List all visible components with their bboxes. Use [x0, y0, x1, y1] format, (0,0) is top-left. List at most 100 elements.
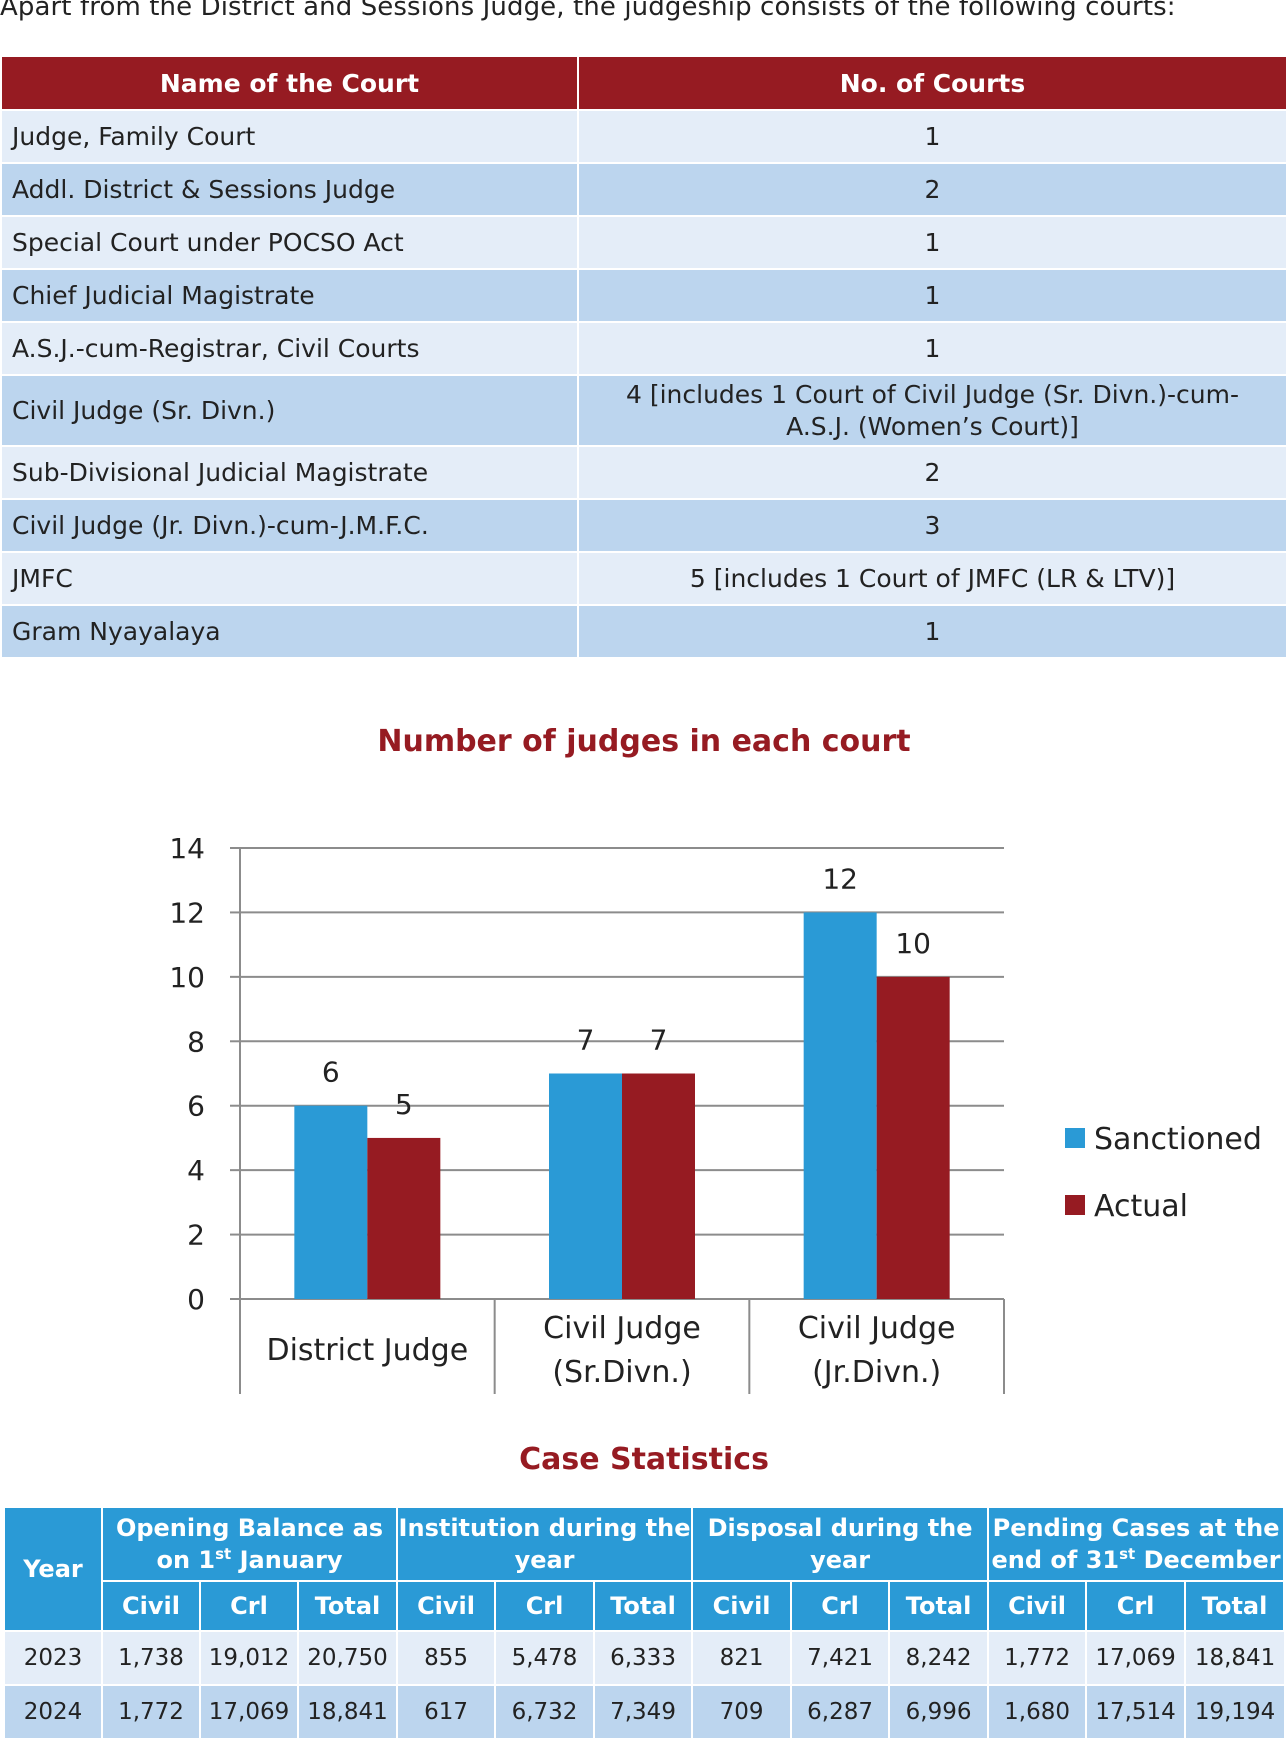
- group-header-line2-sup: st: [215, 1545, 232, 1563]
- category-label: Civil Judge: [543, 1311, 701, 1346]
- stat-cell: 19,194: [1184, 1684, 1285, 1738]
- group-header-line2: end of 31st December: [992, 1546, 1281, 1574]
- stats-subheader-row: Civil Crl Total Civil Crl Total Civil Cr…: [4, 1580, 1286, 1632]
- data-label: 10: [895, 927, 931, 960]
- court-name-header: Name of the Court: [2, 57, 579, 110]
- stat-cell: 1,772: [987, 1630, 1087, 1685]
- stat-cell: 6,996: [888, 1684, 989, 1738]
- group-header-line1: Opening Balance as: [115, 1514, 384, 1542]
- stat-cell: 6,287: [790, 1684, 890, 1738]
- court-name: Chief Judicial Magistrate: [2, 268, 579, 322]
- table-row: JMFC 5 [includes 1 Court of JMFC (LR & L…: [2, 551, 1286, 605]
- court-count-line1: 4 [includes 1 Court of Civil Judge (Sr. …: [625, 379, 1239, 409]
- bar-sanctioned: [294, 1105, 368, 1299]
- stat-cell: 18,841: [1184, 1630, 1285, 1685]
- court-name: Special Court under POCSO Act: [2, 215, 579, 269]
- court-name: Sub-Divisional Judicial Magistrate: [2, 445, 579, 499]
- group-header-line2: on 1st January: [156, 1546, 342, 1574]
- courts-header-row: Name of the Court No. of Courts: [2, 57, 1286, 110]
- court-name: Civil Judge (Sr. Divn.): [2, 374, 579, 446]
- data-label: 7: [650, 1024, 668, 1057]
- subheader-crl: Crl: [790, 1580, 891, 1632]
- stat-cell: 855: [396, 1630, 496, 1685]
- table-row: Judge, Family Court 1: [2, 109, 1286, 163]
- y-tick-label: 0: [187, 1283, 205, 1316]
- group-header-line2-text: on 1: [156, 1546, 216, 1574]
- court-count: 1: [578, 109, 1286, 163]
- group-header-line2-text: January: [231, 1546, 343, 1574]
- judges-bar-chart: 0 2 4 6 8 10 12 14 6 5 District Judge 7 7 Civil Judge…: [169, 832, 1262, 1394]
- subheader-crl: Crl: [1085, 1580, 1187, 1632]
- group-header-line2: year: [810, 1546, 871, 1574]
- subheader-total: Total: [1184, 1580, 1286, 1632]
- stat-cell: 17,069: [199, 1684, 298, 1738]
- table-row: 2024 1,772 17,069 18,841 617 6,732 7,349…: [3, 1684, 1285, 1738]
- data-label: 6: [322, 1056, 340, 1089]
- group-header-pending: Pending Cases at the end of 31st December: [987, 1506, 1286, 1582]
- table-row: Chief Judicial Magistrate 1: [2, 268, 1286, 322]
- group-header-line2-text: December: [1135, 1546, 1281, 1574]
- court-name: Addl. District & Sessions Judge: [2, 162, 579, 216]
- stat-cell: 821: [691, 1630, 792, 1685]
- court-count: 1: [578, 604, 1286, 657]
- court-name: JMFC: [2, 551, 579, 605]
- group-header-line1: Pending Cases at the: [992, 1514, 1280, 1542]
- legend-swatch-actual: [1065, 1195, 1085, 1215]
- court-count: 3: [578, 498, 1286, 552]
- category-label: (Sr.Divn.): [552, 1355, 691, 1390]
- court-count: 4 [includes 1 Court of Civil Judge (Sr. …: [578, 374, 1286, 446]
- data-label: 5: [395, 1088, 413, 1121]
- court-count: 5 [includes 1 Court of JMFC (LR & LTV)]: [578, 551, 1286, 605]
- stat-cell: 1,738: [101, 1630, 200, 1685]
- court-name: Gram Nyayalaya: [2, 604, 579, 657]
- bar-actual: [367, 1137, 441, 1299]
- y-tick-label: 12: [169, 896, 205, 929]
- y-tick-label: 4: [187, 1154, 205, 1187]
- court-count: 1: [578, 321, 1286, 375]
- y-tick-label: 6: [187, 1090, 205, 1123]
- group-header-line1: Disposal during the: [707, 1514, 973, 1542]
- stat-cell: 6,732: [494, 1684, 595, 1738]
- stat-cell: 7,349: [593, 1684, 693, 1738]
- group-header-institution: Institution during the year: [396, 1506, 694, 1582]
- group-header-line2: year: [514, 1546, 575, 1574]
- table-row: Addl. District & Sessions Judge 2: [2, 162, 1286, 216]
- data-label: 12: [822, 862, 858, 895]
- table-row: Sub-Divisional Judicial Magistrate 2: [2, 445, 1286, 499]
- court-name: A.S.J.-cum-Registrar, Civil Courts: [2, 321, 579, 375]
- court-name: Civil Judge (Jr. Divn.)-cum-J.M.F.C.: [2, 498, 579, 552]
- stats-group-header-row: Year Opening Balance as on 1st January In…: [3, 1506, 1286, 1632]
- subheader-total: Total: [296, 1580, 399, 1632]
- court-count-line2: A.S.J. (Women’s Court)]: [786, 411, 1079, 441]
- court-name: Judge, Family Court: [2, 109, 579, 163]
- table-row: A.S.J.-cum-Registrar, Civil Courts 1: [2, 321, 1286, 375]
- court-count: 2: [578, 445, 1286, 499]
- y-tick-label: 14: [169, 832, 205, 865]
- stat-cell: 18,841: [296, 1684, 398, 1738]
- subheader-civil: Civil: [101, 1580, 201, 1632]
- stat-cell: 1,680: [987, 1684, 1087, 1738]
- courts-table: Name of the Court No. of Courts Judge, F…: [2, 57, 1286, 657]
- legend-swatch-sanctioned: [1065, 1128, 1085, 1148]
- chart-title: Number of judges in each court: [377, 724, 911, 759]
- category-label: District Judge: [266, 1333, 468, 1368]
- data-label: 7: [577, 1024, 595, 1057]
- court-count: 1: [578, 215, 1286, 269]
- table-row: Gram Nyayalaya 1: [2, 604, 1286, 657]
- intro-text: Apart from the District and Sessions Jud…: [0, 0, 1176, 22]
- case-statistics-table: Year Opening Balance as on 1st January In…: [3, 1506, 1286, 1738]
- group-header-opening-balance: Opening Balance as on 1st January: [100, 1506, 399, 1582]
- group-header-line2-text: end of 31: [991, 1546, 1120, 1574]
- y-tick-label: 2: [187, 1219, 205, 1252]
- stat-cell: 8,242: [888, 1630, 989, 1685]
- court-count: 2: [578, 162, 1286, 216]
- subheader-crl: Crl: [199, 1580, 299, 1632]
- stat-cell: 20,750: [296, 1630, 398, 1685]
- table-row: Civil Judge (Sr. Divn.) 4 [includes 1 Co…: [2, 374, 1286, 446]
- table-row: Civil Judge (Jr. Divn.)-cum-J.M.F.C. 3: [2, 498, 1286, 552]
- stat-cell: 19,012: [199, 1630, 298, 1685]
- group-header-line1: Institution during the: [398, 1514, 691, 1542]
- subheader-total: Total: [593, 1580, 694, 1632]
- legend-label: Sanctioned: [1094, 1122, 1262, 1157]
- court-count: 1: [578, 268, 1286, 322]
